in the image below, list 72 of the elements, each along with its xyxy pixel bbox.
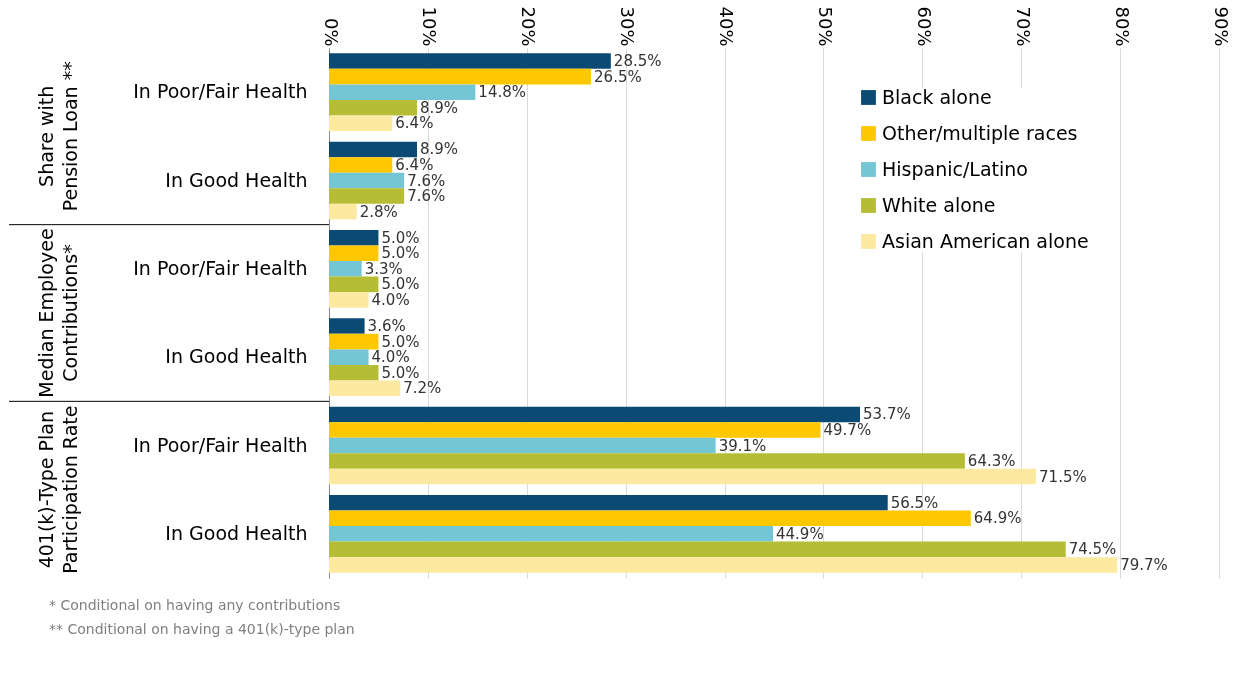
- y-tick-label: In Good Health: [165, 521, 308, 544]
- data-label: 74.5%: [1068, 540, 1117, 559]
- bar: [329, 68, 592, 85]
- x-tick-label: 60%: [913, 6, 935, 47]
- bar: [329, 349, 369, 365]
- text: * Conditional on having any contributions: [49, 597, 341, 613]
- data-label: 79.7%: [1120, 555, 1168, 574]
- legend-label: Black alone: [882, 85, 992, 108]
- text: ** Conditional on having a 401(k)-type plan: [49, 621, 355, 637]
- x-tick-label: 90%: [1210, 6, 1232, 47]
- bar: [329, 494, 888, 511]
- bar: [329, 53, 611, 69]
- data-label: 64.3%: [967, 452, 1016, 471]
- data-label: 71.5%: [1039, 467, 1087, 486]
- bar: [329, 318, 365, 334]
- bar: [329, 557, 1118, 573]
- data-label: 7.6%: [407, 171, 446, 190]
- data-label: 44.9%: [776, 524, 824, 543]
- bar: [329, 157, 393, 173]
- data-label: 14.8%: [478, 83, 527, 102]
- data-label: 39.1%: [718, 436, 767, 455]
- data-label: 7.2%: [403, 379, 442, 398]
- legend-label: Hispanic/Latino: [882, 157, 1028, 180]
- bar: [329, 541, 1066, 558]
- data-label: 2.8%: [359, 202, 398, 221]
- data-label: 8.9%: [420, 98, 459, 117]
- bar: [329, 406, 861, 423]
- y-tick-label: In Poor/Fair Health: [133, 80, 308, 103]
- y-tick-label: In Good Health: [165, 168, 308, 191]
- bar: [329, 229, 379, 246]
- x-tick-label: 0%: [320, 17, 342, 47]
- bar: [329, 526, 774, 542]
- bar: [329, 115, 393, 132]
- bar: [329, 141, 418, 158]
- bar: [329, 84, 476, 100]
- x-tick-label: 30%: [617, 6, 639, 47]
- bar: [329, 468, 1037, 485]
- bar: [329, 364, 379, 381]
- bar: [329, 380, 401, 397]
- y-tick-label: In Good Health: [165, 345, 308, 368]
- bar: [329, 245, 379, 262]
- text: 401(k)-Type Plan Participation Rate: [35, 405, 81, 574]
- bar: [329, 333, 379, 350]
- legend-label: Asian American alone: [882, 229, 1089, 252]
- bar: [329, 422, 821, 438]
- x-tick-label: 80%: [1111, 6, 1133, 47]
- data-label: 56.5%: [890, 493, 939, 512]
- x-tick-label: 20%: [518, 6, 540, 47]
- data-label: 5.0%: [381, 228, 420, 247]
- bar: [329, 99, 418, 116]
- bar: [329, 510, 971, 527]
- text: Share with Pension Loan **: [35, 61, 81, 212]
- bar: [329, 188, 405, 204]
- legend-label: Other/multiple races: [882, 121, 1078, 144]
- x-tick-label: 10%: [419, 6, 441, 47]
- data-label: 64.9%: [973, 509, 1022, 528]
- y-tick-label: In Poor/Fair Health: [133, 256, 308, 279]
- bar: [329, 453, 965, 469]
- legend-label: White alone: [882, 193, 996, 216]
- bar: [329, 203, 357, 220]
- x-tick-label: 50%: [814, 6, 836, 47]
- y-tick-label: In Poor/Fair Health: [133, 433, 308, 456]
- bar: [329, 261, 362, 277]
- x-tick-label: 70%: [1012, 6, 1034, 47]
- bar: [329, 172, 405, 189]
- x-tick-label: 40%: [716, 6, 738, 47]
- bar: [329, 292, 369, 308]
- data-label: 7.6%: [407, 187, 446, 206]
- bar: [329, 437, 716, 454]
- text: Median Employee Contributions*: [35, 228, 81, 398]
- bar: [329, 276, 379, 293]
- data-label: 6.4%: [395, 114, 434, 133]
